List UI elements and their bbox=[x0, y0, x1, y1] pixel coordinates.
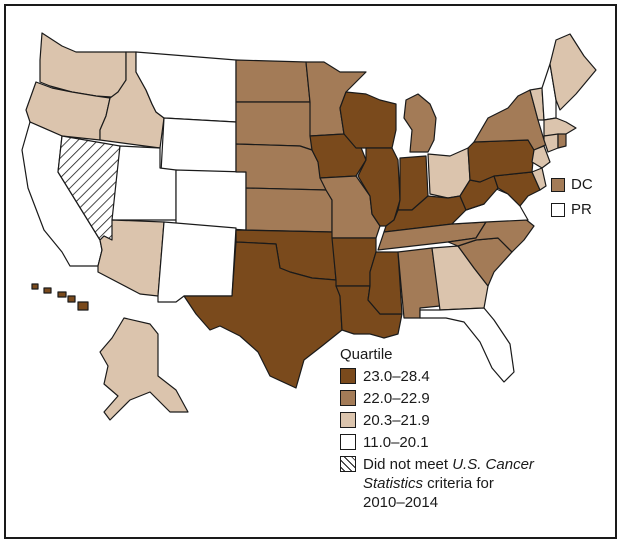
state-nm bbox=[157, 221, 237, 303]
state-tx bbox=[183, 241, 343, 389]
state-ct bbox=[543, 133, 559, 153]
state-nc bbox=[447, 217, 535, 253]
state-me bbox=[549, 33, 597, 111]
dc-swatch bbox=[551, 178, 565, 192]
legend-label: 11.0–20.1 bbox=[363, 434, 429, 451]
state-mo bbox=[319, 175, 381, 239]
state-de bbox=[531, 167, 547, 191]
legend-swatch-q2 bbox=[340, 390, 356, 406]
legend-item: 20.3–21.9 bbox=[340, 411, 580, 430]
legend-item: 11.0–20.1 bbox=[340, 433, 580, 452]
state-il bbox=[357, 147, 401, 227]
state-ks bbox=[245, 187, 333, 233]
legend-label-hatched: Did not meet U.S. Cancer Statistics crit… bbox=[363, 456, 534, 511]
legend-swatch-q3 bbox=[340, 412, 356, 428]
state-nj bbox=[531, 145, 551, 169]
legend-item: Did not meet U.S. Cancer Statistics crit… bbox=[340, 455, 580, 512]
legend-swatch-hatched bbox=[340, 456, 356, 472]
state-ms bbox=[367, 251, 403, 315]
legend-swatch-q4 bbox=[340, 434, 356, 450]
pr-label: PR bbox=[571, 201, 592, 218]
pr-swatch bbox=[551, 203, 565, 217]
state-fl bbox=[419, 307, 515, 383]
state-ak bbox=[99, 317, 189, 421]
legend-label: 23.0–28.4 bbox=[363, 368, 430, 385]
state-mi bbox=[403, 93, 437, 153]
state-hi bbox=[31, 283, 89, 311]
state-nh bbox=[541, 63, 557, 121]
legend-item: 23.0–28.4 bbox=[340, 367, 580, 386]
legend-title: Quartile bbox=[340, 346, 393, 363]
state-sd bbox=[235, 101, 313, 151]
state-ri bbox=[557, 133, 567, 149]
legend: Quartile 23.0–28.4 22.0–22.9 20.3–21.9 1… bbox=[340, 346, 580, 515]
dc-label: DC bbox=[571, 176, 593, 193]
legend-swatch-q1 bbox=[340, 368, 356, 384]
legend-label: 20.3–21.9 bbox=[363, 412, 430, 429]
state-ma bbox=[543, 117, 577, 137]
state-nd bbox=[235, 59, 311, 103]
legend-label: 22.0–22.9 bbox=[363, 390, 430, 407]
legend-item: 22.0–22.9 bbox=[340, 389, 580, 408]
state-wi bbox=[339, 91, 397, 149]
state-co bbox=[175, 169, 247, 231]
